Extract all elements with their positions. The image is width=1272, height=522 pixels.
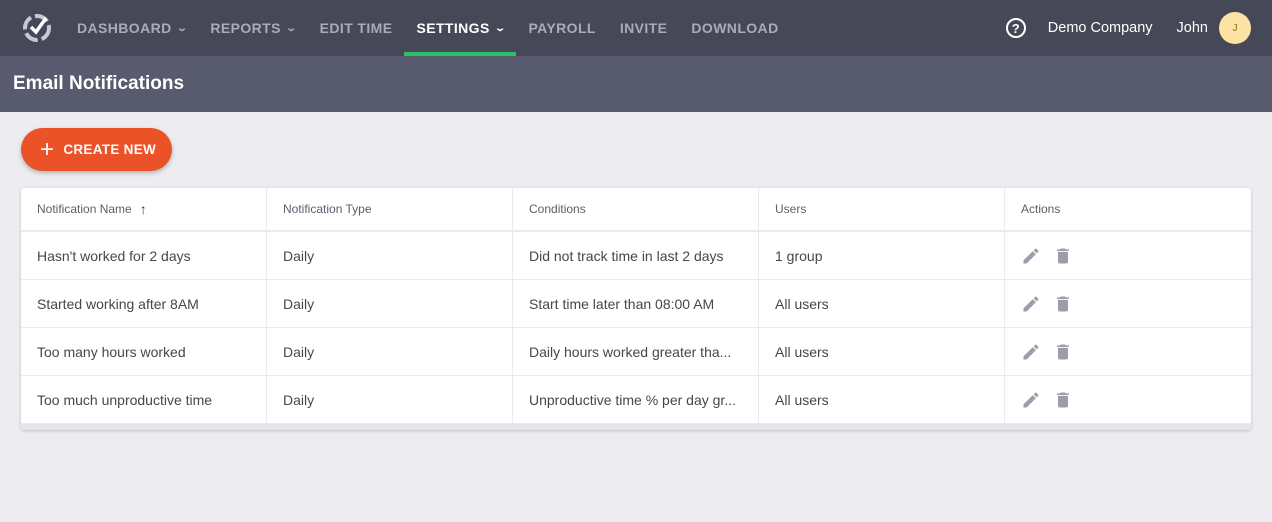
cell-users: All users: [759, 376, 1005, 423]
nav-label: DOWNLOAD: [691, 20, 779, 36]
create-new-button[interactable]: + CREATE NEW: [21, 128, 172, 171]
nav-payroll[interactable]: PAYROLL: [516, 0, 607, 56]
edit-icon[interactable]: [1021, 294, 1041, 314]
header-conditions[interactable]: Conditions: [513, 188, 759, 230]
header-notification-type[interactable]: Notification Type: [267, 188, 513, 230]
horizontal-scrollbar[interactable]: [21, 424, 1251, 430]
cell-notification-name: Too much unproductive time: [21, 376, 267, 423]
nav-label: DASHBOARD: [77, 20, 172, 36]
nav-download[interactable]: DOWNLOAD: [679, 0, 790, 56]
nav-invite[interactable]: INVITE: [608, 0, 680, 56]
nav-reports[interactable]: REPORTS ⌄: [198, 0, 307, 56]
header-actions: Actions: [1021, 202, 1061, 216]
table-row[interactable]: Too much unproductive time Daily Unproduct…: [21, 376, 1251, 424]
help-icon[interactable]: ?: [1005, 18, 1026, 38]
cell-notification-name: Hasn't worked for 2 days: [21, 232, 267, 279]
cell-notification-name: Started working after 8AM: [21, 280, 267, 327]
delete-icon[interactable]: [1053, 390, 1073, 410]
cell-notification-name: Too many hours worked: [21, 328, 267, 375]
nav-label: SETTINGS: [416, 20, 490, 36]
user-name[interactable]: John: [1176, 20, 1208, 36]
edit-icon[interactable]: [1021, 390, 1041, 410]
edit-icon[interactable]: [1021, 342, 1041, 362]
cell-conditions: Unproductive time % per day gr...: [513, 376, 759, 423]
cell-notification-type: Daily: [267, 232, 513, 279]
cell-actions: [1005, 280, 1251, 327]
delete-icon[interactable]: [1053, 294, 1073, 314]
sort-ascending-icon[interactable]: ↑: [139, 201, 147, 217]
cell-conditions: Start time later than 08:00 AM: [513, 280, 759, 327]
nav-label: EDIT TIME: [319, 20, 393, 36]
page-title: Email Notifications: [0, 56, 1272, 112]
chevron-down-icon: ⌄: [493, 22, 507, 34]
notifications-table: Notification Name ↑ Notification Type Con…: [21, 188, 1251, 430]
cell-notification-type: Daily: [267, 328, 513, 375]
nav-dashboard[interactable]: DASHBOARD ⌄: [65, 0, 198, 56]
nav-label: REPORTS: [210, 20, 281, 36]
table-row[interactable]: Started working after 8AM Daily Start time…: [21, 280, 1251, 328]
main-nav: DASHBOARD ⌄ REPORTS ⌄ EDIT TIME SETTINGS ⌄ PAYR…: [65, 0, 791, 56]
cell-actions: [1005, 328, 1251, 375]
cell-notification-type: Daily: [267, 376, 513, 423]
nav-label: PAYROLL: [528, 20, 596, 36]
delete-icon[interactable]: [1053, 342, 1073, 362]
table-row[interactable]: Hasn't worked for 2 days Daily Did not tra…: [21, 232, 1251, 280]
cell-conditions: Daily hours worked greater tha...: [513, 328, 759, 375]
nav-edit-time[interactable]: EDIT TIME: [308, 0, 405, 56]
table-header: Notification Name ↑ Notification Type Con…: [21, 188, 1251, 232]
nav-settings[interactable]: SETTINGS ⌄: [404, 0, 517, 56]
header-users[interactable]: Users: [759, 188, 1005, 230]
nav-label: INVITE: [619, 20, 668, 36]
header-label: Notification Name: [37, 202, 132, 216]
cell-actions: [1005, 376, 1251, 423]
company-name[interactable]: Demo Company: [1047, 20, 1153, 36]
edit-icon[interactable]: [1021, 246, 1041, 266]
cell-users: All users: [759, 328, 1005, 375]
cell-users: 1 group: [759, 232, 1005, 279]
cell-actions: [1005, 232, 1251, 279]
cell-notification-type: Daily: [267, 280, 513, 327]
table-row[interactable]: Too many hours worked Daily Daily hours wo…: [21, 328, 1251, 376]
delete-icon[interactable]: [1053, 246, 1073, 266]
header-notification-name[interactable]: Notification Name ↑: [21, 188, 267, 230]
top-navbar: DASHBOARD ⌄ REPORTS ⌄ EDIT TIME SETTINGS ⌄ PAYR…: [0, 0, 1272, 56]
avatar[interactable]: J: [1219, 12, 1251, 44]
cell-conditions: Did not track time in last 2 days: [513, 232, 759, 279]
chevron-down-icon: ⌄: [175, 22, 189, 34]
plus-icon: +: [40, 135, 55, 163]
app-logo-icon[interactable]: [21, 11, 53, 43]
create-new-label: CREATE NEW: [63, 142, 157, 157]
chevron-down-icon: ⌄: [285, 22, 298, 34]
cell-users: All users: [759, 280, 1005, 327]
